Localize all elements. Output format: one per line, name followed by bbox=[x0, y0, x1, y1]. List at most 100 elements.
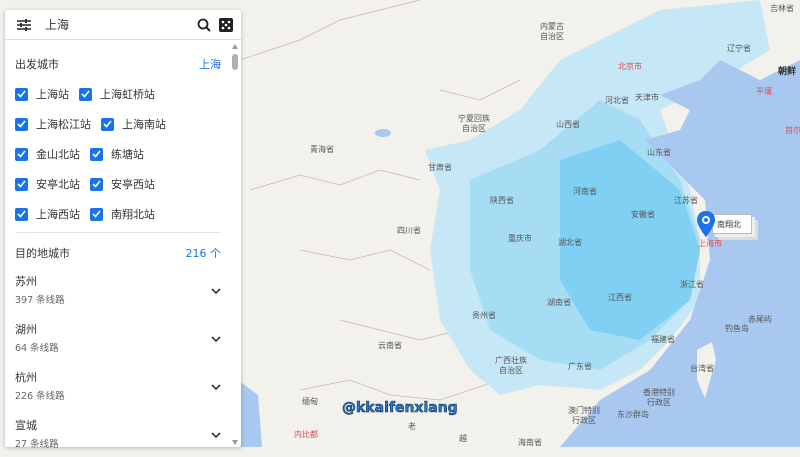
map-label: 安徽省 bbox=[631, 210, 655, 219]
station-checkbox[interactable]: 安亭西站 bbox=[90, 176, 155, 192]
station-label: 上海南站 bbox=[122, 118, 166, 131]
map-label: 广西壮族 自治区 bbox=[495, 356, 527, 375]
destination-name: 杭州 bbox=[15, 370, 37, 384]
scroll-down-arrow[interactable] bbox=[232, 440, 238, 445]
map-label: 老 bbox=[408, 422, 416, 431]
origin-city-link[interactable]: 上海 bbox=[199, 58, 221, 71]
map-label: 山西省 bbox=[556, 120, 580, 129]
destination-name: 苏州 bbox=[15, 274, 37, 288]
route-count: 64 条线路 bbox=[15, 342, 59, 354]
map-label: 香港特别 行政区 bbox=[643, 388, 675, 407]
checkbox-checked-icon[interactable] bbox=[90, 207, 103, 221]
checkbox-checked-icon[interactable] bbox=[101, 117, 114, 131]
station-checkbox[interactable]: 上海松江站 bbox=[15, 116, 91, 132]
route-coverage-dark bbox=[560, 140, 700, 340]
map-label: 内比都 bbox=[294, 430, 318, 439]
map-label: 内蒙古 自治区 bbox=[540, 22, 564, 41]
station-label: 南翔北站 bbox=[111, 208, 155, 221]
map-label: 广东省 bbox=[568, 362, 592, 371]
map-label: 天津市 bbox=[635, 93, 659, 102]
scrollbar[interactable] bbox=[231, 42, 239, 447]
station-row: 上海站 上海虹桥站 bbox=[15, 86, 221, 102]
station-tooltip[interactable]: 南翔北 bbox=[712, 214, 752, 234]
station-label: 上海松江站 bbox=[36, 118, 91, 131]
checkbox-checked-icon[interactable] bbox=[15, 177, 28, 191]
station-label: 上海虹桥站 bbox=[100, 88, 155, 101]
station-checkbox[interactable]: 金山北站 bbox=[15, 146, 80, 162]
map-label: 四川省 bbox=[397, 226, 421, 235]
checkbox-checked-icon[interactable] bbox=[79, 87, 92, 101]
checkbox-checked-icon[interactable] bbox=[90, 147, 103, 161]
chevron-down-icon[interactable] bbox=[211, 280, 221, 299]
taiwan bbox=[697, 342, 716, 398]
chevron-down-icon[interactable] bbox=[211, 328, 221, 347]
route-panel: 上海 出发城市 上海 上海站 上海虹桥站上海松江站 上海南站金山北站 练塘站安亭北站 安… bbox=[5, 10, 241, 450]
location-pin-icon[interactable] bbox=[696, 210, 716, 238]
checkbox-checked-icon[interactable] bbox=[15, 147, 28, 161]
scroll-thumb[interactable] bbox=[232, 54, 238, 70]
station-checkbox[interactable]: 上海南站 bbox=[101, 116, 166, 132]
origin-header: 出发城市 上海 bbox=[15, 56, 221, 72]
station-checkbox[interactable]: 上海站 bbox=[15, 86, 69, 102]
destination-item[interactable]: 苏州 397 条线路 bbox=[15, 265, 221, 313]
map-label: 河南省 bbox=[573, 187, 597, 196]
map-label: 上海市 bbox=[698, 239, 722, 248]
map-label: 云南省 bbox=[378, 341, 402, 350]
map-label: 钓鱼岛 bbox=[725, 324, 749, 333]
checkbox-checked-icon[interactable] bbox=[15, 117, 28, 131]
station-row: 上海松江站 上海南站 bbox=[15, 116, 221, 132]
destination-item[interactable]: 宣城 27 条线路 bbox=[15, 409, 221, 457]
route-count: 27 条线路 bbox=[15, 438, 59, 450]
map-label: 台湾省 bbox=[690, 364, 714, 373]
destination-count[interactable]: 216 个 bbox=[185, 247, 222, 260]
destination-title: 目的地城市 bbox=[15, 247, 70, 260]
map-label: 陕西省 bbox=[490, 196, 514, 205]
sea bbox=[560, 60, 800, 447]
station-checkbox[interactable]: 上海虹桥站 bbox=[79, 86, 155, 102]
map-label: 河北省 bbox=[605, 96, 629, 105]
map-label: 湖南省 bbox=[547, 298, 571, 307]
map-label: 首尔 bbox=[785, 126, 800, 135]
map-canvas[interactable] bbox=[0, 0, 800, 447]
destination-item[interactable]: 杭州 226 条线路 bbox=[15, 361, 221, 409]
map-label: 湖北省 bbox=[558, 238, 582, 247]
station-checkbox[interactable]: 安亭北站 bbox=[15, 176, 80, 192]
map-label: 山东省 bbox=[647, 148, 671, 157]
search-input[interactable]: 上海 bbox=[45, 18, 70, 32]
route-count: 397 条线路 bbox=[15, 294, 65, 306]
chevron-down-icon[interactable] bbox=[211, 376, 221, 395]
destination-item[interactable]: 湖州 64 条线路 bbox=[15, 313, 221, 361]
checkbox-checked-icon[interactable] bbox=[15, 87, 28, 101]
map-label: 重庆市 bbox=[508, 234, 532, 243]
chevron-down-icon[interactable] bbox=[211, 424, 221, 443]
checkbox-checked-icon[interactable] bbox=[15, 207, 28, 221]
station-label: 练塘站 bbox=[111, 148, 144, 161]
map-label: 海南省 bbox=[518, 438, 542, 447]
destination-header: 目的地城市 216 个 bbox=[15, 245, 221, 261]
map-label: 平壤 bbox=[756, 87, 772, 96]
destination-name: 湖州 bbox=[15, 322, 37, 336]
map-label: 朝鲜 bbox=[778, 67, 797, 77]
station-checkbox[interactable]: 练塘站 bbox=[90, 146, 144, 162]
map-label: 东沙群岛 bbox=[617, 410, 649, 419]
station-row: 金山北站 练塘站 bbox=[15, 146, 221, 162]
map-label: 江苏省 bbox=[674, 196, 698, 205]
station-label: 安亭北站 bbox=[36, 178, 80, 191]
station-checkbox[interactable]: 上海西站 bbox=[15, 206, 80, 222]
map-label: 福建省 bbox=[651, 335, 675, 344]
station-label: 安亭西站 bbox=[111, 178, 155, 191]
station-row: 上海西站 南翔北站 bbox=[15, 206, 221, 222]
scroll-up-arrow[interactable] bbox=[232, 44, 238, 49]
dice-icon[interactable] bbox=[217, 16, 235, 34]
watermark: @kkaifenxiang bbox=[342, 400, 458, 417]
map-label: 越 bbox=[459, 434, 467, 443]
station-checkbox[interactable]: 南翔北站 bbox=[90, 206, 155, 222]
map-label: 甘肃省 bbox=[428, 163, 452, 172]
map-label: 赤尾屿 bbox=[748, 315, 772, 324]
search-icon[interactable] bbox=[195, 16, 213, 34]
station-label: 上海西站 bbox=[36, 208, 80, 221]
map-label: 缅甸 bbox=[302, 397, 318, 406]
checkbox-checked-icon[interactable] bbox=[90, 177, 103, 191]
route-count: 226 条线路 bbox=[15, 390, 65, 402]
tune-icon[interactable] bbox=[15, 16, 33, 34]
